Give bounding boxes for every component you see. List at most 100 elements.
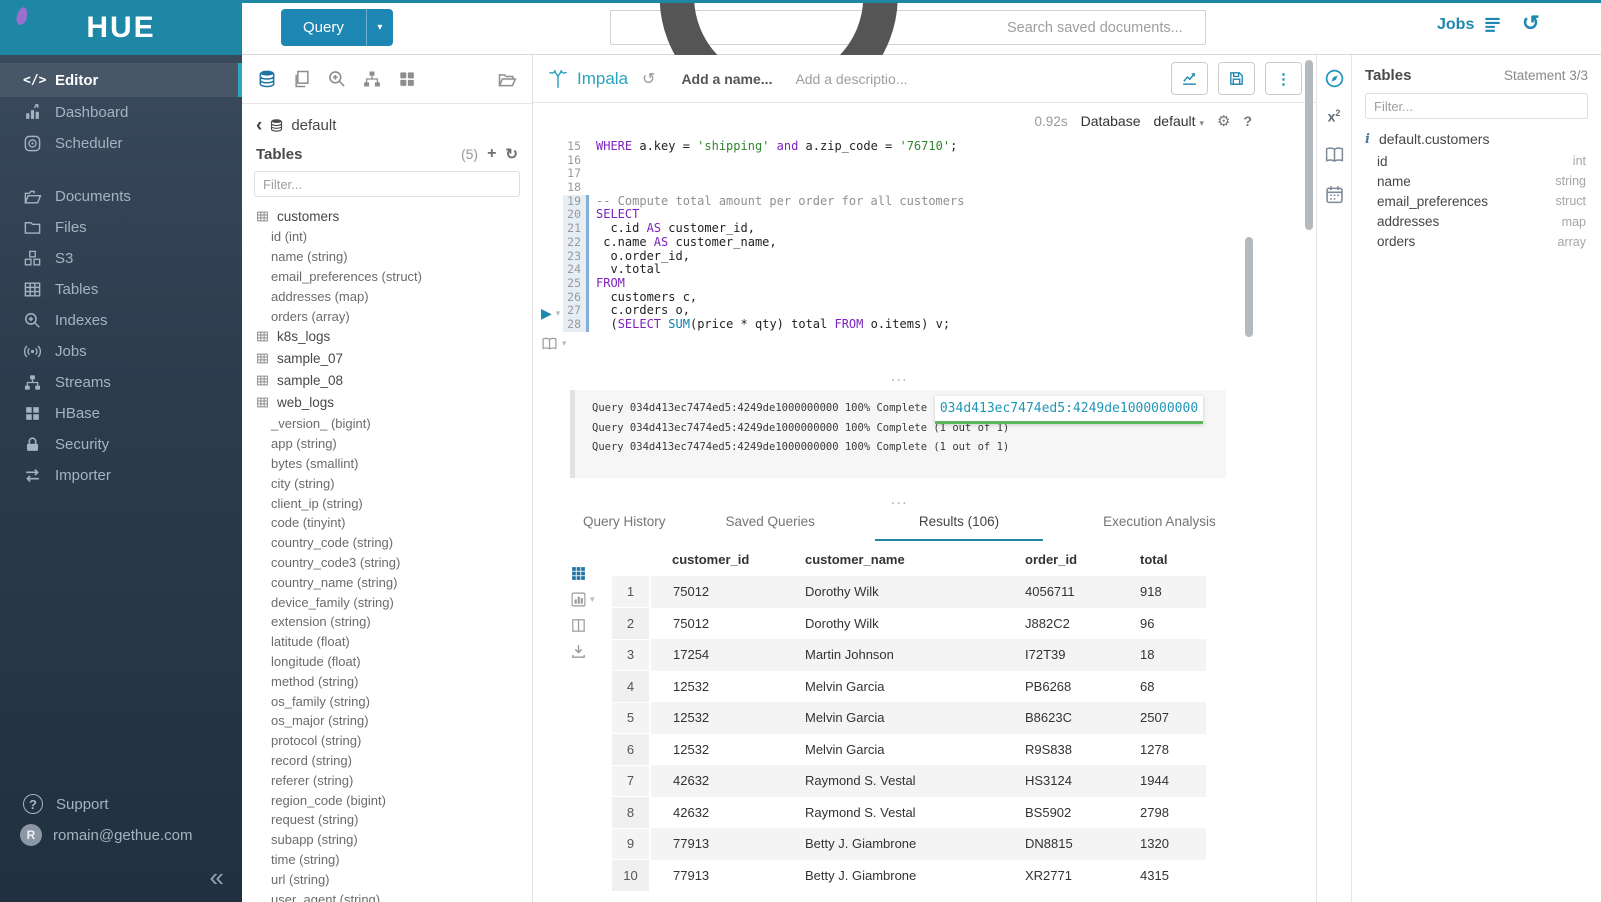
chart-view-button[interactable]: ▾ [570,591,604,608]
column-item[interactable]: app (string) [271,436,337,452]
code-line[interactable]: 26 customers c, [563,290,1276,305]
column-item[interactable]: user_agent (string) [271,891,381,902]
user-menu[interactable]: R romain@gethue.com [20,824,192,846]
back-chevron-icon[interactable]: ‹ [256,114,263,136]
chart-button[interactable] [1171,62,1208,95]
result-row[interactable]: 6 12532 Melvin Garcia R9S838 1278 [612,733,1206,766]
column-header[interactable]: customer_name [805,552,905,567]
result-row[interactable]: 8 42632 Raymond S. Vestal BS5902 2798 [612,796,1206,829]
column-item[interactable]: os_family (string) [271,693,370,709]
column-item[interactable]: orders array [1377,234,1586,250]
open-book-icon[interactable] [541,335,558,352]
column-item[interactable]: region_code (bigint) [271,792,386,808]
tab-query-history[interactable]: Query History [583,514,666,529]
code-line[interactable]: 21 c.id AS customer_id, [563,221,1276,236]
column-header[interactable]: total [1140,552,1168,567]
main-scrollbar[interactable] [1305,60,1313,230]
functions-icon[interactable]: x2 [1327,108,1341,125]
column-header[interactable]: customer_id [672,552,750,567]
column-header[interactable]: order_id [1025,552,1078,567]
column-item[interactable]: country_code (string) [271,535,394,551]
assist-filter-input[interactable] [254,171,520,197]
add-table-icon[interactable]: + [487,145,497,162]
column-item[interactable]: _version_ (bigint) [271,416,371,432]
column-item[interactable]: orders (array) [271,308,350,324]
column-item[interactable]: country_code3 (string) [271,554,401,570]
result-row[interactable]: 3 17254 Martin Johnson I72T39 18 [612,639,1206,671]
sidebar-item-jobs[interactable]: Jobs [0,336,242,367]
code-line[interactable]: 16 [563,153,1276,168]
code-line[interactable]: 17 [563,167,1276,181]
more-actions-button[interactable]: ⋮ [1265,62,1302,95]
refresh-icon[interactable]: ↻ [505,146,518,163]
info-icon[interactable]: i [1365,131,1370,147]
sidebar-item-editor[interactable]: </> Editor [0,63,242,97]
query-history-icon[interactable]: ↺ [1522,12,1540,35]
column-item[interactable]: email_preferences struct [1377,193,1586,209]
download-button[interactable] [570,643,604,660]
table-item[interactable]: web_logs [242,392,532,414]
database-breadcrumb[interactable]: ‹ default [242,104,532,136]
column-item[interactable]: name string [1377,173,1586,189]
column-item[interactable]: protocol (string) [271,733,362,749]
session-refresh-icon[interactable]: ↺ [642,70,656,88]
sidebar-item-files[interactable]: Files [0,212,242,243]
assist-compass-icon[interactable] [1324,68,1345,89]
column-item[interactable]: latitude (float) [271,634,350,650]
apps-grid-icon[interactable] [397,69,417,89]
documents-copy-icon[interactable] [292,69,312,89]
code-line[interactable]: 24 v.total [563,262,1276,277]
column-item[interactable]: id (int) [271,229,308,245]
help-icon[interactable]: ? [1243,113,1252,129]
sql-code-editor[interactable]: 15 WHERE a.key = 'shipping' and a.zip_cod… [563,139,1276,332]
column-item[interactable]: country_name (string) [271,574,398,590]
schedule-calendar-icon[interactable] [1324,184,1345,205]
tab-results[interactable]: Results (106) [874,514,1044,541]
collapse-sidebar-icon[interactable]: « [209,862,224,892]
search-input[interactable] [1007,19,1194,36]
result-row[interactable]: 10 77913 Betty J. Giambrone XR2771 4315 [612,859,1206,892]
explain-caret-icon[interactable]: ▾ [562,338,567,348]
table-item[interactable]: sample_07 [242,348,532,370]
sidebar-item-documents[interactable]: Documents [0,181,242,212]
column-item[interactable]: code (tinyint) [271,515,346,531]
column-item[interactable]: device_family (string) [271,594,394,610]
databases-icon[interactable] [257,69,277,89]
sidebar-item-indexes[interactable]: Indexes [0,305,242,336]
result-row[interactable]: 2 75012 Dorothy Wilk J882C2 96 [612,607,1206,640]
grid-view-button[interactable] [570,565,604,582]
database-select[interactable]: default ▾ [1153,113,1204,129]
save-button[interactable] [1218,62,1255,95]
result-row[interactable]: 7 42632 Raymond S. Vestal HS3124 1944 [612,765,1206,797]
column-item[interactable]: id int [1377,153,1586,169]
column-item[interactable]: email_preferences (struct) [271,268,422,284]
table-item[interactable]: customers [242,205,532,227]
sidebar-item-dashboard[interactable]: Dashboard [0,97,242,128]
sidebar-item-hbase[interactable]: HBase [0,398,242,429]
result-row[interactable]: 1 75012 Dorothy Wilk 4056711 918 [612,576,1206,608]
column-item[interactable]: subapp (string) [271,832,358,848]
tab-saved-queries[interactable]: Saved Queries [725,514,815,529]
resize-handle[interactable]: ··· [891,498,909,510]
settings-gear-icon[interactable]: ⚙ [1216,113,1231,130]
code-line[interactable]: 19 -- Compute total amount per order for … [563,194,1276,209]
column-item[interactable]: os_major (string) [271,713,369,729]
right-filter-input[interactable] [1365,93,1588,119]
table-item[interactable]: k8s_logs [242,326,532,348]
code-line[interactable]: 20 SELECT [563,208,1276,223]
execute-play-icon[interactable]: ▶ [541,305,552,321]
result-row[interactable]: 9 77913 Betty J. Giambrone DN8815 1320 [612,828,1206,860]
column-item[interactable]: method (string) [271,673,359,689]
new-query-button[interactable]: Query ▾ [281,9,393,46]
column-item[interactable]: url (string) [271,871,330,887]
sidebar-item-scheduler[interactable]: Scheduler [0,128,242,159]
query-dropdown-caret-icon[interactable]: ▾ [365,9,393,46]
column-item[interactable]: time (string) [271,851,340,867]
column-item[interactable]: name (string) [271,249,348,265]
editor-scrollbar[interactable] [1245,237,1253,337]
sidebar-item-s3[interactable]: S3 [0,243,242,274]
resize-handle[interactable]: ··· [891,375,909,387]
code-line[interactable]: 15 WHERE a.key = 'shipping' and a.zip_cod… [563,139,1276,154]
execute-options-caret-icon[interactable]: ▾ [555,308,561,318]
code-line[interactable]: 27 c.orders o, [563,303,1276,318]
